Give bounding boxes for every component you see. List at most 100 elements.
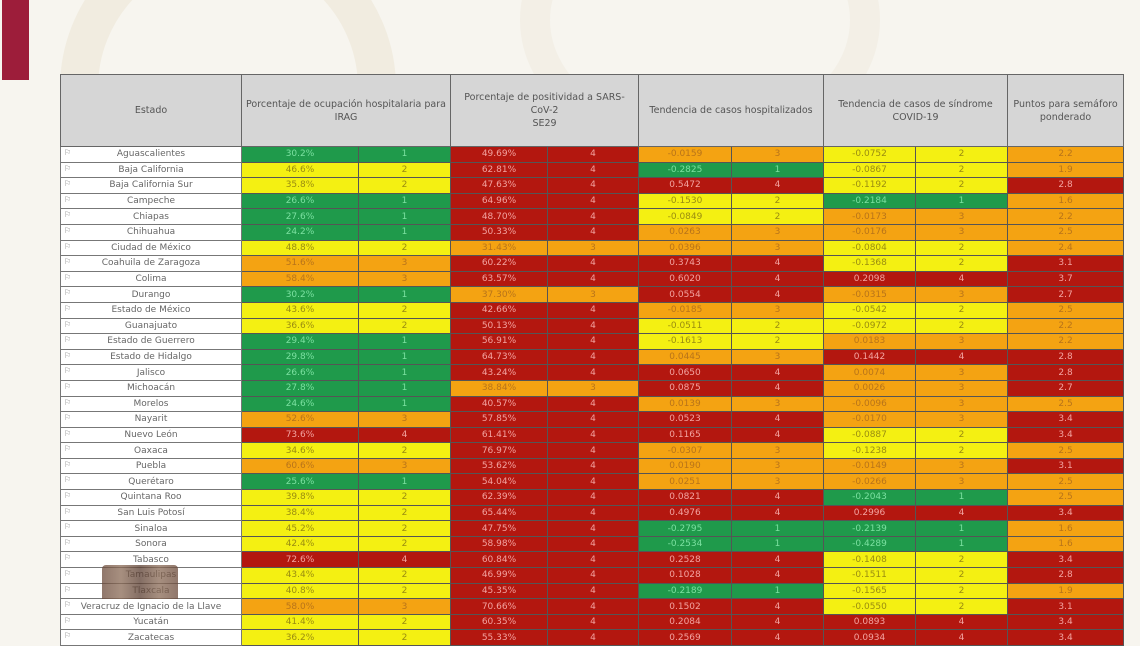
- positivity-level-cell: 4: [547, 504, 639, 522]
- hospitalized-trend-cell: 0.0445: [638, 348, 732, 366]
- weighted-points-cell: 2.7: [1007, 286, 1125, 303]
- weighted-points-cell: 3.4: [1007, 629, 1125, 646]
- hospitalized-trend-cell: -0.0849: [638, 208, 732, 225]
- flag-icon: ⚐: [64, 225, 72, 235]
- hospitalized-trend-cell: 0.5472: [638, 177, 732, 194]
- hospitalized-trend-cell: 0.1028: [638, 567, 732, 584]
- occupancy-percent-cell: 43.6%: [241, 301, 359, 319]
- flag-icon: ⚐: [64, 163, 72, 173]
- positivity-percent-cell: 63.57%: [450, 270, 548, 288]
- hospitalized-level-cell: 4: [730, 426, 825, 444]
- occupancy-level-cell: 3: [358, 255, 451, 272]
- positivity-percent-cell: 76.97%: [450, 442, 548, 459]
- hospitalized-trend-cell: -0.0159: [638, 146, 732, 163]
- state-cell: ⚐ Coahuila de Zaragoza: [60, 255, 242, 272]
- syndrome-level-cell: 4: [915, 348, 1009, 366]
- state-name: Yucatán: [133, 617, 169, 628]
- occupancy-percent-cell: 24.2%: [241, 223, 359, 241]
- state-name: Nayarit: [134, 414, 168, 425]
- state-cell: ⚐ Aguascalientes: [60, 146, 242, 163]
- positivity-level-cell: 3: [547, 239, 639, 257]
- table-row: ⚐ Chihuahua 24.2% 1 50.33% 4 0.0263 3 -0.0176 3 2.…: [60, 223, 1125, 241]
- header-ocupacion: Porcentaje de ocupación hospitalaria par…: [241, 74, 451, 147]
- syndrome-level-cell: 3: [915, 364, 1009, 381]
- flag-icon: ⚐: [64, 194, 72, 204]
- positivity-percent-cell: 47.75%: [450, 520, 548, 537]
- hospitalized-level-cell: 4: [730, 255, 825, 272]
- hospitalized-level-cell: 3: [730, 473, 825, 491]
- hospitalized-level-cell: 3: [730, 348, 825, 366]
- table-row: ⚐ Baja California Sur 35.8% 2 47.63% 4 0.5472 4…: [60, 177, 1125, 194]
- syndrome-level-cell: 1: [915, 535, 1009, 553]
- syndrome-trend-cell: -0.1192: [823, 177, 917, 194]
- positivity-level-cell: 4: [547, 489, 639, 506]
- table-row: ⚐ San Luis Potosí 38.4% 2 65.44% 4 0.4976 4 0.29…: [60, 504, 1125, 522]
- positivity-percent-cell: 64.73%: [450, 348, 548, 366]
- header-puntos: Puntos para semáforo ponderado: [1007, 74, 1125, 147]
- syndrome-level-cell: 2: [915, 598, 1009, 615]
- weighted-points-cell: 1.6: [1007, 192, 1125, 210]
- positivity-percent-cell: 58.98%: [450, 535, 548, 553]
- hospitalized-level-cell: 1: [730, 535, 825, 553]
- hospitalized-trend-cell: 0.1502: [638, 598, 732, 615]
- positivity-level-cell: 4: [547, 255, 639, 272]
- positivity-percent-cell: 48.70%: [450, 208, 548, 225]
- hospitalized-level-cell: 4: [730, 177, 825, 194]
- positivity-percent-cell: 62.81%: [450, 161, 548, 179]
- hospitalized-trend-cell: 0.0554: [638, 286, 732, 303]
- occupancy-level-cell: 2: [358, 535, 451, 553]
- state-name: Sonora: [135, 539, 167, 550]
- header-positividad-line2: CoV-2: [530, 105, 559, 116]
- syndrome-trend-cell: -0.0149: [823, 457, 917, 475]
- occupancy-percent-cell: 52.6%: [241, 411, 359, 428]
- positivity-percent-cell: 61.41%: [450, 426, 548, 444]
- state-cell: ⚐ Estado de Guerrero: [60, 333, 242, 350]
- weighted-points-cell: 2.5: [1007, 442, 1125, 459]
- table-body: ⚐ Aguascalientes 30.2% 1 49.69% 4 -0.0159 3 -0.0…: [60, 146, 1125, 646]
- hospitalized-trend-cell: 0.0251: [638, 473, 732, 491]
- occupancy-percent-cell: 26.6%: [241, 192, 359, 210]
- occupancy-percent-cell: 46.6%: [241, 161, 359, 179]
- occupancy-level-cell: 2: [358, 177, 451, 194]
- table-row: ⚐ Oaxaca 34.6% 2 76.97% 4 -0.0307 3 -0.1238 2 2.5: [60, 442, 1125, 459]
- table-row: ⚐ Jalisco 26.6% 1 43.24% 4 0.0650 4 0.0074 3 2.8: [60, 364, 1125, 381]
- positivity-percent-cell: 60.22%: [450, 255, 548, 272]
- hospitalized-trend-cell: 0.0821: [638, 489, 732, 506]
- occupancy-level-cell: 2: [358, 613, 451, 631]
- table-row: ⚐ Guanajuato 36.6% 2 50.13% 4 -0.0511 2 -0.0972 2…: [60, 317, 1125, 335]
- positivity-percent-cell: 37.30%: [450, 286, 548, 303]
- flag-icon: ⚐: [64, 257, 72, 267]
- table-row: ⚐ Chiapas 27.6% 1 48.70% 4 -0.0849 2 -0.0173 3 2.2: [60, 208, 1125, 225]
- weighted-points-cell: 2.7: [1007, 379, 1125, 397]
- syndrome-trend-cell: 0.0893: [823, 613, 917, 631]
- table-row: ⚐ Puebla 60.6% 3 53.62% 4 0.0190 3 -0.0149 3 3.1: [60, 457, 1125, 475]
- state-name: Quintana Roo: [120, 492, 182, 503]
- positivity-level-cell: 4: [547, 270, 639, 288]
- table-row: ⚐ Aguascalientes 30.2% 1 49.69% 4 -0.0159 3 -0.0…: [60, 146, 1125, 163]
- table-row: ⚐Tlaxcala40.8%245.35%4-0.21891-0.156521.…: [60, 582, 1125, 600]
- state-cell: ⚐ Baja California Sur: [60, 177, 242, 194]
- state-name: Querétaro: [128, 476, 174, 487]
- positivity-level-cell: 4: [547, 582, 639, 600]
- semaforo-table: Estado Porcentaje de ocupación hospitala…: [60, 74, 1125, 646]
- hospitalized-trend-cell: -0.0185: [638, 301, 732, 319]
- occupancy-level-cell: 1: [358, 208, 451, 225]
- weighted-points-cell: 3.4: [1007, 504, 1125, 522]
- state-name: Chihuahua: [126, 227, 176, 238]
- syndrome-level-cell: 2: [915, 317, 1009, 335]
- syndrome-level-cell: 1: [915, 489, 1009, 506]
- weighted-points-cell: 1.9: [1007, 161, 1125, 179]
- flag-icon: ⚐: [64, 569, 72, 579]
- positivity-level-cell: 4: [547, 395, 639, 413]
- state-name: Baja California Sur: [109, 180, 193, 191]
- occupancy-percent-cell: 36.6%: [241, 317, 359, 335]
- occupancy-level-cell: 1: [358, 333, 451, 350]
- syndrome-level-cell: 4: [915, 270, 1009, 288]
- hospitalized-level-cell: 4: [730, 411, 825, 428]
- hospitalized-level-cell: 3: [730, 457, 825, 475]
- positivity-level-cell: 4: [547, 551, 639, 569]
- occupancy-percent-cell: 58.0%: [241, 598, 359, 615]
- hospitalized-trend-cell: -0.2795: [638, 520, 732, 537]
- syndrome-trend-cell: -0.0173: [823, 208, 917, 225]
- hospitalized-level-cell: 4: [730, 379, 825, 397]
